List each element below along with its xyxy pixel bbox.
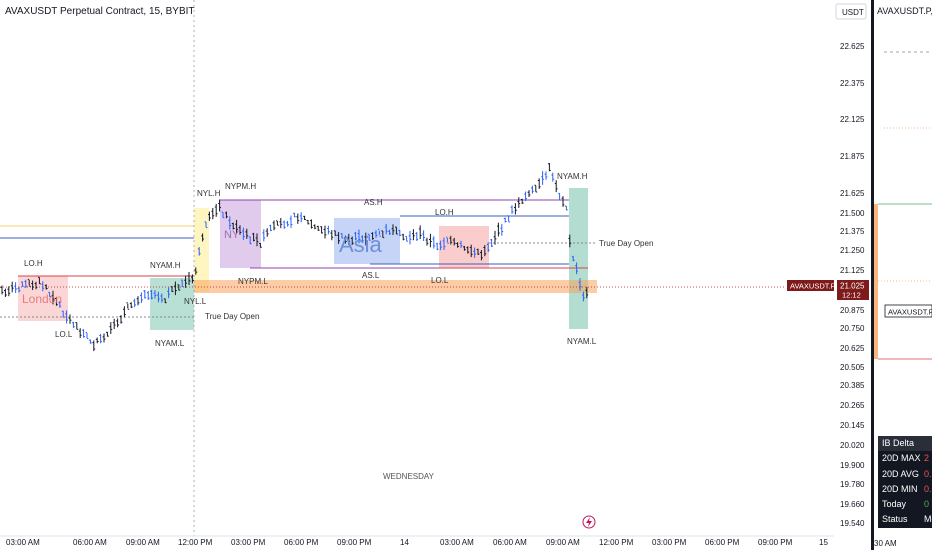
price-axis-label: 21.500 (840, 209, 865, 218)
price-axis-label: 22.375 (840, 79, 865, 88)
asia-session-label: Asia (339, 232, 383, 257)
nyam2-high-label: NYAM.H (557, 172, 588, 181)
as-low-label: AS.L (362, 271, 380, 280)
currency-button[interactable] (835, 3, 867, 20)
time-axis-label: 06:00 PM (705, 538, 740, 547)
time-axis-label: 09:00 PM (758, 538, 793, 547)
price-axis-label: 21.125 (840, 266, 865, 275)
time-axis-label: 03:00 PM (652, 538, 687, 547)
price-axis-label: 21.375 (840, 227, 865, 236)
price-tag-symbol (787, 280, 834, 291)
nyam2-low-label: NYAM.L (567, 337, 597, 346)
price-axis-label: 19.540 (840, 519, 865, 528)
time-axis-label: 12:00 PM (599, 538, 634, 547)
price-tag-countdown: 12:12 (842, 291, 861, 300)
price-axis-label: 22.625 (840, 42, 865, 51)
nypm-high-label: NYPM.H (225, 182, 256, 191)
side-time-label: 30 AM (874, 539, 897, 548)
ib-delta-header: IB Delta (878, 436, 932, 452)
price-axis-label: 21.625 (840, 189, 865, 198)
true-day-open-label-2: True Day Open (599, 239, 653, 248)
side-session-bar (874, 204, 878, 359)
time-axis-label: 14 (400, 538, 409, 547)
currency-label: USDT (842, 8, 864, 17)
nyl-high-label: NYL.H (197, 189, 221, 198)
time-axis-label: 03:00 AM (6, 538, 40, 547)
nypm-low-label: NYPM.L (238, 277, 268, 286)
side-title: AVAXUSDT.P, 9 (877, 6, 932, 16)
nyam-high-label: NYAM.H (150, 261, 181, 270)
lo2-high-label: LO.H (435, 208, 454, 217)
true-day-open-zone (194, 280, 597, 293)
time-axis-label: 06:00 AM (493, 538, 527, 547)
as-high-label: AS.H (364, 198, 383, 207)
time-axis-label: 09:00 AM (126, 538, 160, 547)
nyam-low-label: NYAM.L (155, 339, 185, 348)
nyam2-session-box (569, 188, 588, 329)
time-axis-label: 09:00 PM (337, 538, 372, 547)
chart-title: AVAXUSDT Perpetual Contract, 15, BYBIT (5, 6, 195, 17)
weekday-label: WEDNESDAY (383, 472, 435, 481)
stats-row: 20D MAX 2 (882, 453, 930, 464)
lo-high-label: LO.H (24, 259, 43, 268)
candles-group (0, 162, 589, 352)
ny-session-label: NY (224, 229, 240, 241)
stats-row: 20D AVG 0. (882, 468, 932, 479)
time-axis-label: 03:00 PM (231, 538, 266, 547)
time-axis-label: 15 (819, 538, 828, 547)
price-axis-label: 20.020 (840, 441, 865, 450)
price-axis-label: 20.625 (840, 344, 865, 353)
price-axis-label: 22.125 (840, 115, 865, 124)
price-axis-label: 19.660 (840, 500, 865, 509)
stats-row: Today 0 (882, 499, 930, 510)
lo-low-label: LO.L (55, 330, 73, 339)
time-axis-label: 06:00 PM (284, 538, 319, 547)
time-axis-label: 03:00 AM (440, 538, 474, 547)
side-price-tag (884, 304, 932, 318)
price-axis-label: 19.780 (840, 480, 865, 489)
stats-row: 20D MIN 0. (882, 483, 932, 494)
price-axis-label: 20.505 (840, 363, 865, 372)
price-axis-label: 20.265 (840, 401, 865, 410)
price-axis-label: 20.750 (840, 324, 865, 333)
lightning-icon[interactable] (582, 515, 596, 529)
price-axis[interactable]: 22.625 22.375 22.125 21.875 21.625 21.500 21.3… (840, 42, 865, 528)
price-axis-label: 20.385 (840, 381, 865, 390)
side-price-tag-text: AVAXUSDT.P (888, 308, 932, 317)
time-axis-label: 06:00 AM (73, 538, 107, 547)
lo2-low-label: LO.L (431, 276, 449, 285)
time-axis-label: 12:00 PM (178, 538, 213, 547)
time-axis-label: 09:00 AM (546, 538, 580, 547)
nyl-low-label: NYL.L (184, 297, 207, 306)
london-session-label: London (22, 292, 62, 306)
price-axis-label: 21.875 (840, 152, 865, 161)
price-axis-label: 20.875 (840, 306, 865, 315)
true-day-open-label-1: True Day Open (205, 312, 259, 321)
price-tag (837, 280, 869, 300)
price-axis-label: 19.900 (840, 461, 865, 470)
nyl-session-box (194, 208, 209, 292)
stats-row: StatusMe (882, 514, 932, 525)
ib-delta-table: IB Delta 20D MAX 2 20D AVG 0. 20D MIN 0. To… (878, 436, 932, 528)
price-axis-label: 21.250 (840, 246, 865, 255)
price-axis-label: 20.145 (840, 421, 865, 430)
price-tag-symbol-text: AVAXUSDT.P (790, 282, 836, 291)
price-tag-value: 21.025 (840, 282, 865, 291)
time-axis[interactable]: 03:00 AM 06:00 AM 09:00 AM 12:00 PM 03:00 PM… (6, 538, 828, 547)
pane-divider[interactable] (871, 0, 874, 550)
